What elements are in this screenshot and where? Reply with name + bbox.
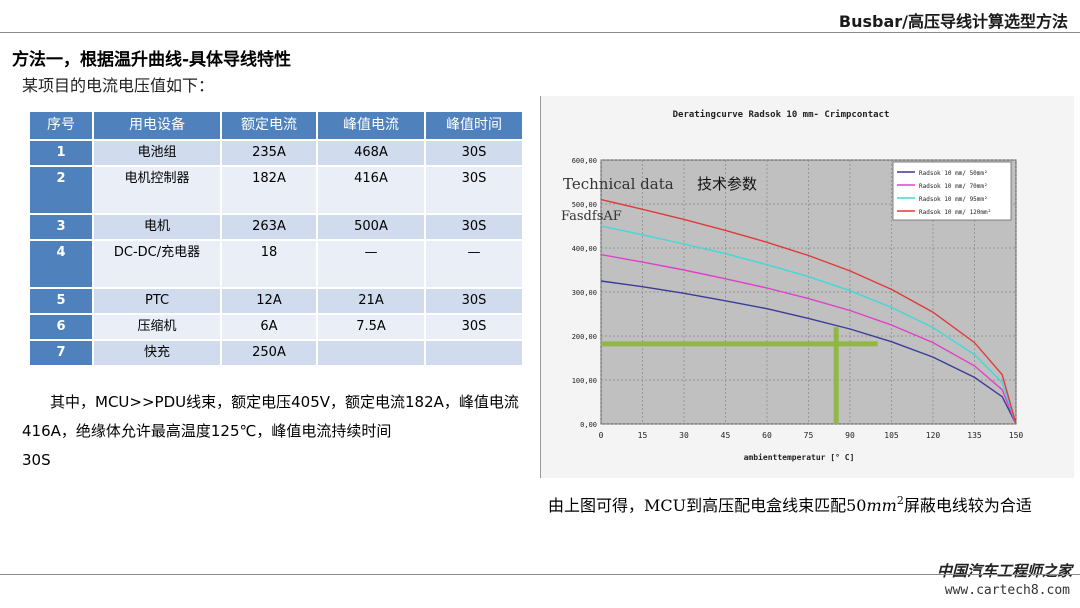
row-device: 电机控制器 xyxy=(94,167,222,215)
series-line xyxy=(600,280,1017,425)
row-peak-current: 7.5A xyxy=(318,315,426,341)
chart-title: Deratingcurve Radsok 10 mm- Crimpcontact xyxy=(673,109,890,120)
x-tick-label: 15 xyxy=(638,431,648,440)
row-index: 5 xyxy=(30,289,94,315)
table-row: 4 DC-DC/充电器 18 — — xyxy=(30,241,524,289)
row-index: 7 xyxy=(30,341,94,367)
col-header-peak-current: 峰值电流 xyxy=(318,112,426,141)
y-tick-label: 100,00 xyxy=(572,377,597,385)
row-device: PTC xyxy=(94,289,222,315)
y-tick-label: 400,00 xyxy=(572,245,597,253)
section-title: 方法一，根据温升曲线-具体导线特性 xyxy=(12,50,292,70)
row-index: 2 xyxy=(30,167,94,215)
row-device: 电池组 xyxy=(94,141,222,167)
x-tick-label: 105 xyxy=(884,431,899,440)
y-tick-label: 300,00 xyxy=(572,289,597,297)
col-header-device: 用电设备 xyxy=(94,112,222,141)
series-line xyxy=(600,253,1017,425)
col-header-peak-time: 峰值时间 xyxy=(426,112,524,141)
table-row: 3 电机 263A 500A 30S xyxy=(30,215,524,241)
x-tick-label: 30 xyxy=(679,431,689,440)
x-tick-label: 150 xyxy=(1009,431,1024,440)
row-index: 6 xyxy=(30,315,94,341)
conclusion-after: 屏蔽电线较为合适 xyxy=(903,496,1032,515)
x-tick-label: 0 xyxy=(599,431,604,440)
row-device: DC-DC/充电器 xyxy=(94,241,222,289)
row-rated-current: 12A xyxy=(222,289,318,315)
y-tick-label: 600,00 xyxy=(572,157,597,165)
row-peak-time xyxy=(426,341,524,367)
row-peak-current: 416A xyxy=(318,167,426,215)
table-row: 2 电机控制器 182A 416A 30S xyxy=(30,167,524,215)
row-peak-current xyxy=(318,341,426,367)
y-tick-label: 0,00 xyxy=(580,421,597,429)
conclusion-text: 由上图可得，MCU到高压配电盒线束匹配50mm2屏蔽电线较为合适 xyxy=(548,486,1068,521)
row-rated-current: 250A xyxy=(222,341,318,367)
x-tick-label: 90 xyxy=(845,431,855,440)
row-rated-current: 182A xyxy=(222,167,318,215)
overlay-technical-params: 技术参数 xyxy=(697,175,757,193)
row-index: 3 xyxy=(30,215,94,241)
footer-divider xyxy=(0,574,1080,575)
legend-label: Radsok 10 mm/ 95mm² xyxy=(919,196,988,203)
device-table: 序号 用电设备 额定电流 峰值电流 峰值时间 1 电池组 235A 468A 3… xyxy=(30,112,524,367)
row-rated-current: 6A xyxy=(222,315,318,341)
row-peak-current: 468A xyxy=(318,141,426,167)
conclusion-unit-sup: 2 xyxy=(896,494,904,507)
row-peak-current: 500A xyxy=(318,215,426,241)
overlay-technical-data: Technical data xyxy=(563,175,674,193)
derating-chart-svg: Deratingcurve Radsok 10 mm- Crimpcontact… xyxy=(541,96,1073,478)
table-row: 6 压缩机 6A 7.5A 30S xyxy=(30,315,524,341)
overlay-fasdf: FasdfsAF xyxy=(561,209,622,224)
header-title: Busbar/高压导线计算选型方法 xyxy=(838,12,1068,31)
note-text-tail: 30S xyxy=(22,451,51,469)
col-header-index: 序号 xyxy=(30,112,94,141)
row-peak-time: 30S xyxy=(426,141,524,167)
y-tick-label: 500,00 xyxy=(572,201,597,209)
row-rated-current: 18 xyxy=(222,241,318,289)
series-line xyxy=(600,198,1017,425)
row-device: 快充 xyxy=(94,341,222,367)
conclusion-unit: mm xyxy=(866,496,897,515)
note-text: 其中，MCU>>PDU线束，额定电压405V，额定电流182A，峰值电流416A… xyxy=(22,393,519,440)
x-tick-label: 45 xyxy=(721,431,731,440)
legend-label: Radsok 10 mm/ 120mm² xyxy=(919,209,991,216)
row-peak-time: 30S xyxy=(426,167,524,215)
legend-label: Radsok 10 mm/ 50mm² xyxy=(919,170,988,177)
chart-x-axis-label: ambienttemperatur [° C] xyxy=(744,452,855,462)
row-peak-current: 21A xyxy=(318,289,426,315)
row-peak-time: — xyxy=(426,241,524,289)
row-index: 1 xyxy=(30,141,94,167)
series-line xyxy=(600,225,1017,425)
row-peak-time: 30S xyxy=(426,289,524,315)
row-peak-time: 30S xyxy=(426,315,524,341)
row-index: 4 xyxy=(30,241,94,289)
conclusion-before: 由上图可得，MCU到高压配电盒线束匹配50 xyxy=(548,496,867,515)
col-header-rated-current: 额定电流 xyxy=(222,112,318,141)
table-row: 5 PTC 12A 21A 30S xyxy=(30,289,524,315)
header-divider xyxy=(0,32,1080,33)
x-tick-label: 120 xyxy=(926,431,941,440)
row-peak-time: 30S xyxy=(426,215,524,241)
x-tick-label: 75 xyxy=(804,431,814,440)
derating-chart: Deratingcurve Radsok 10 mm- Crimpcontact… xyxy=(540,96,1074,478)
row-rated-current: 235A xyxy=(222,141,318,167)
x-tick-label: 60 xyxy=(762,431,772,440)
x-tick-label: 135 xyxy=(967,431,982,440)
table-row: 1 电池组 235A 468A 30S xyxy=(30,141,524,167)
y-tick-label: 200,00 xyxy=(572,333,597,341)
footer-brand: 中国汽车工程师之家 xyxy=(936,562,1072,580)
table-row: 7 快充 250A xyxy=(30,341,524,367)
intro-text: 某项目的电流电压值如下： xyxy=(22,76,215,95)
row-rated-current: 263A xyxy=(222,215,318,241)
footer-url: www.cartech8.com xyxy=(944,583,1070,598)
row-device: 压缩机 xyxy=(94,315,222,341)
legend-label: Radsok 10 mm/ 70mm² xyxy=(919,183,988,190)
row-peak-current: — xyxy=(318,241,426,289)
row-device: 电机 xyxy=(94,215,222,241)
